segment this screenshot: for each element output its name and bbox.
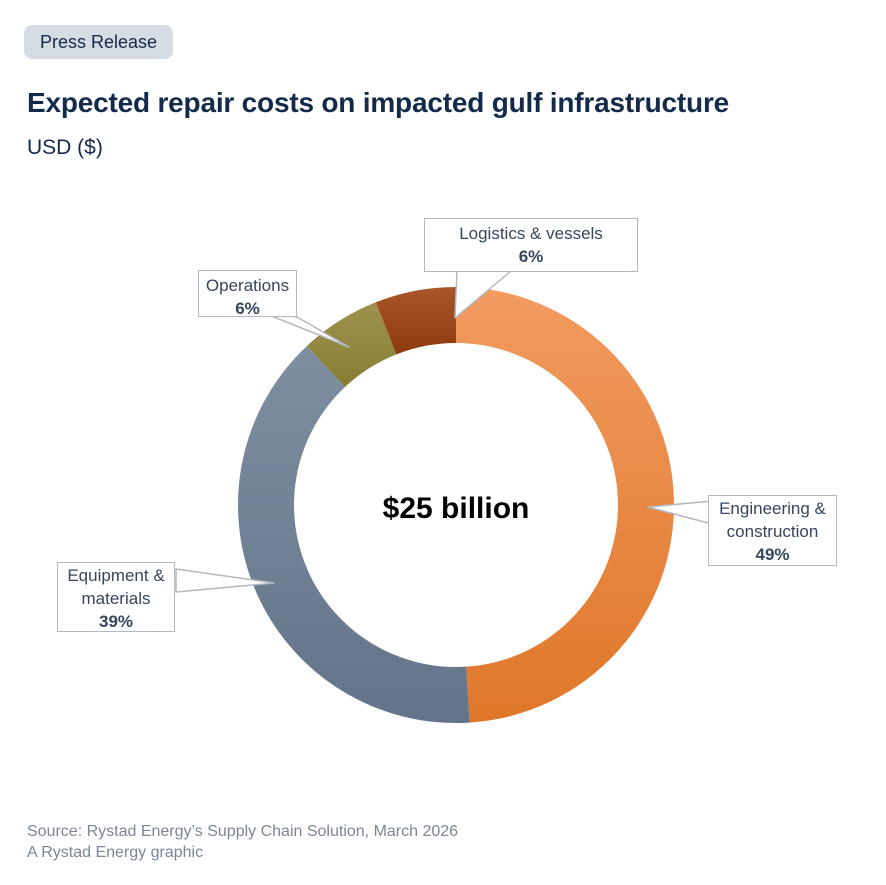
donut-segment-engineering-construction xyxy=(456,287,675,723)
callout-label: Operations xyxy=(205,276,290,295)
source-line: Source: Rystad Energy’s Supply Chain Sol… xyxy=(27,823,459,840)
callout-value: 49% xyxy=(755,545,790,564)
source-credit: Source: Rystad Energy’s Supply Chain Sol… xyxy=(27,821,458,863)
donut-segment-logistics-vessels xyxy=(375,287,456,355)
press-release-badge: Press Release xyxy=(24,25,174,59)
callout-logistics-vessels: Logistics & vessels 6% xyxy=(424,218,638,272)
callout-label: Logistics & vessels xyxy=(459,224,603,243)
callout-label: Engineering & construction xyxy=(719,499,826,541)
donut-segment-equipment-materials xyxy=(237,346,470,724)
callout-label: Equipment & materials xyxy=(67,566,165,608)
callout-operations: Operations 6% xyxy=(198,270,297,318)
callout-engineering-construction: Engineering & construction 49% xyxy=(708,495,837,566)
callout-value: 6% xyxy=(518,247,544,266)
callout-equipment-materials: Equipment & materials 39% xyxy=(57,562,175,632)
donut-center-total: $25 billion xyxy=(382,492,530,525)
credit-line: A Rystad Energy graphic xyxy=(27,844,204,861)
callout-pointer-equipment xyxy=(175,568,275,593)
unit-label: USD ($) xyxy=(27,136,103,159)
donut-segment-operations xyxy=(306,302,397,387)
page-title: Expected repair costs on impacted gulf i… xyxy=(27,87,730,118)
callout-value: 39% xyxy=(98,612,134,631)
callout-value: 6% xyxy=(235,299,260,318)
